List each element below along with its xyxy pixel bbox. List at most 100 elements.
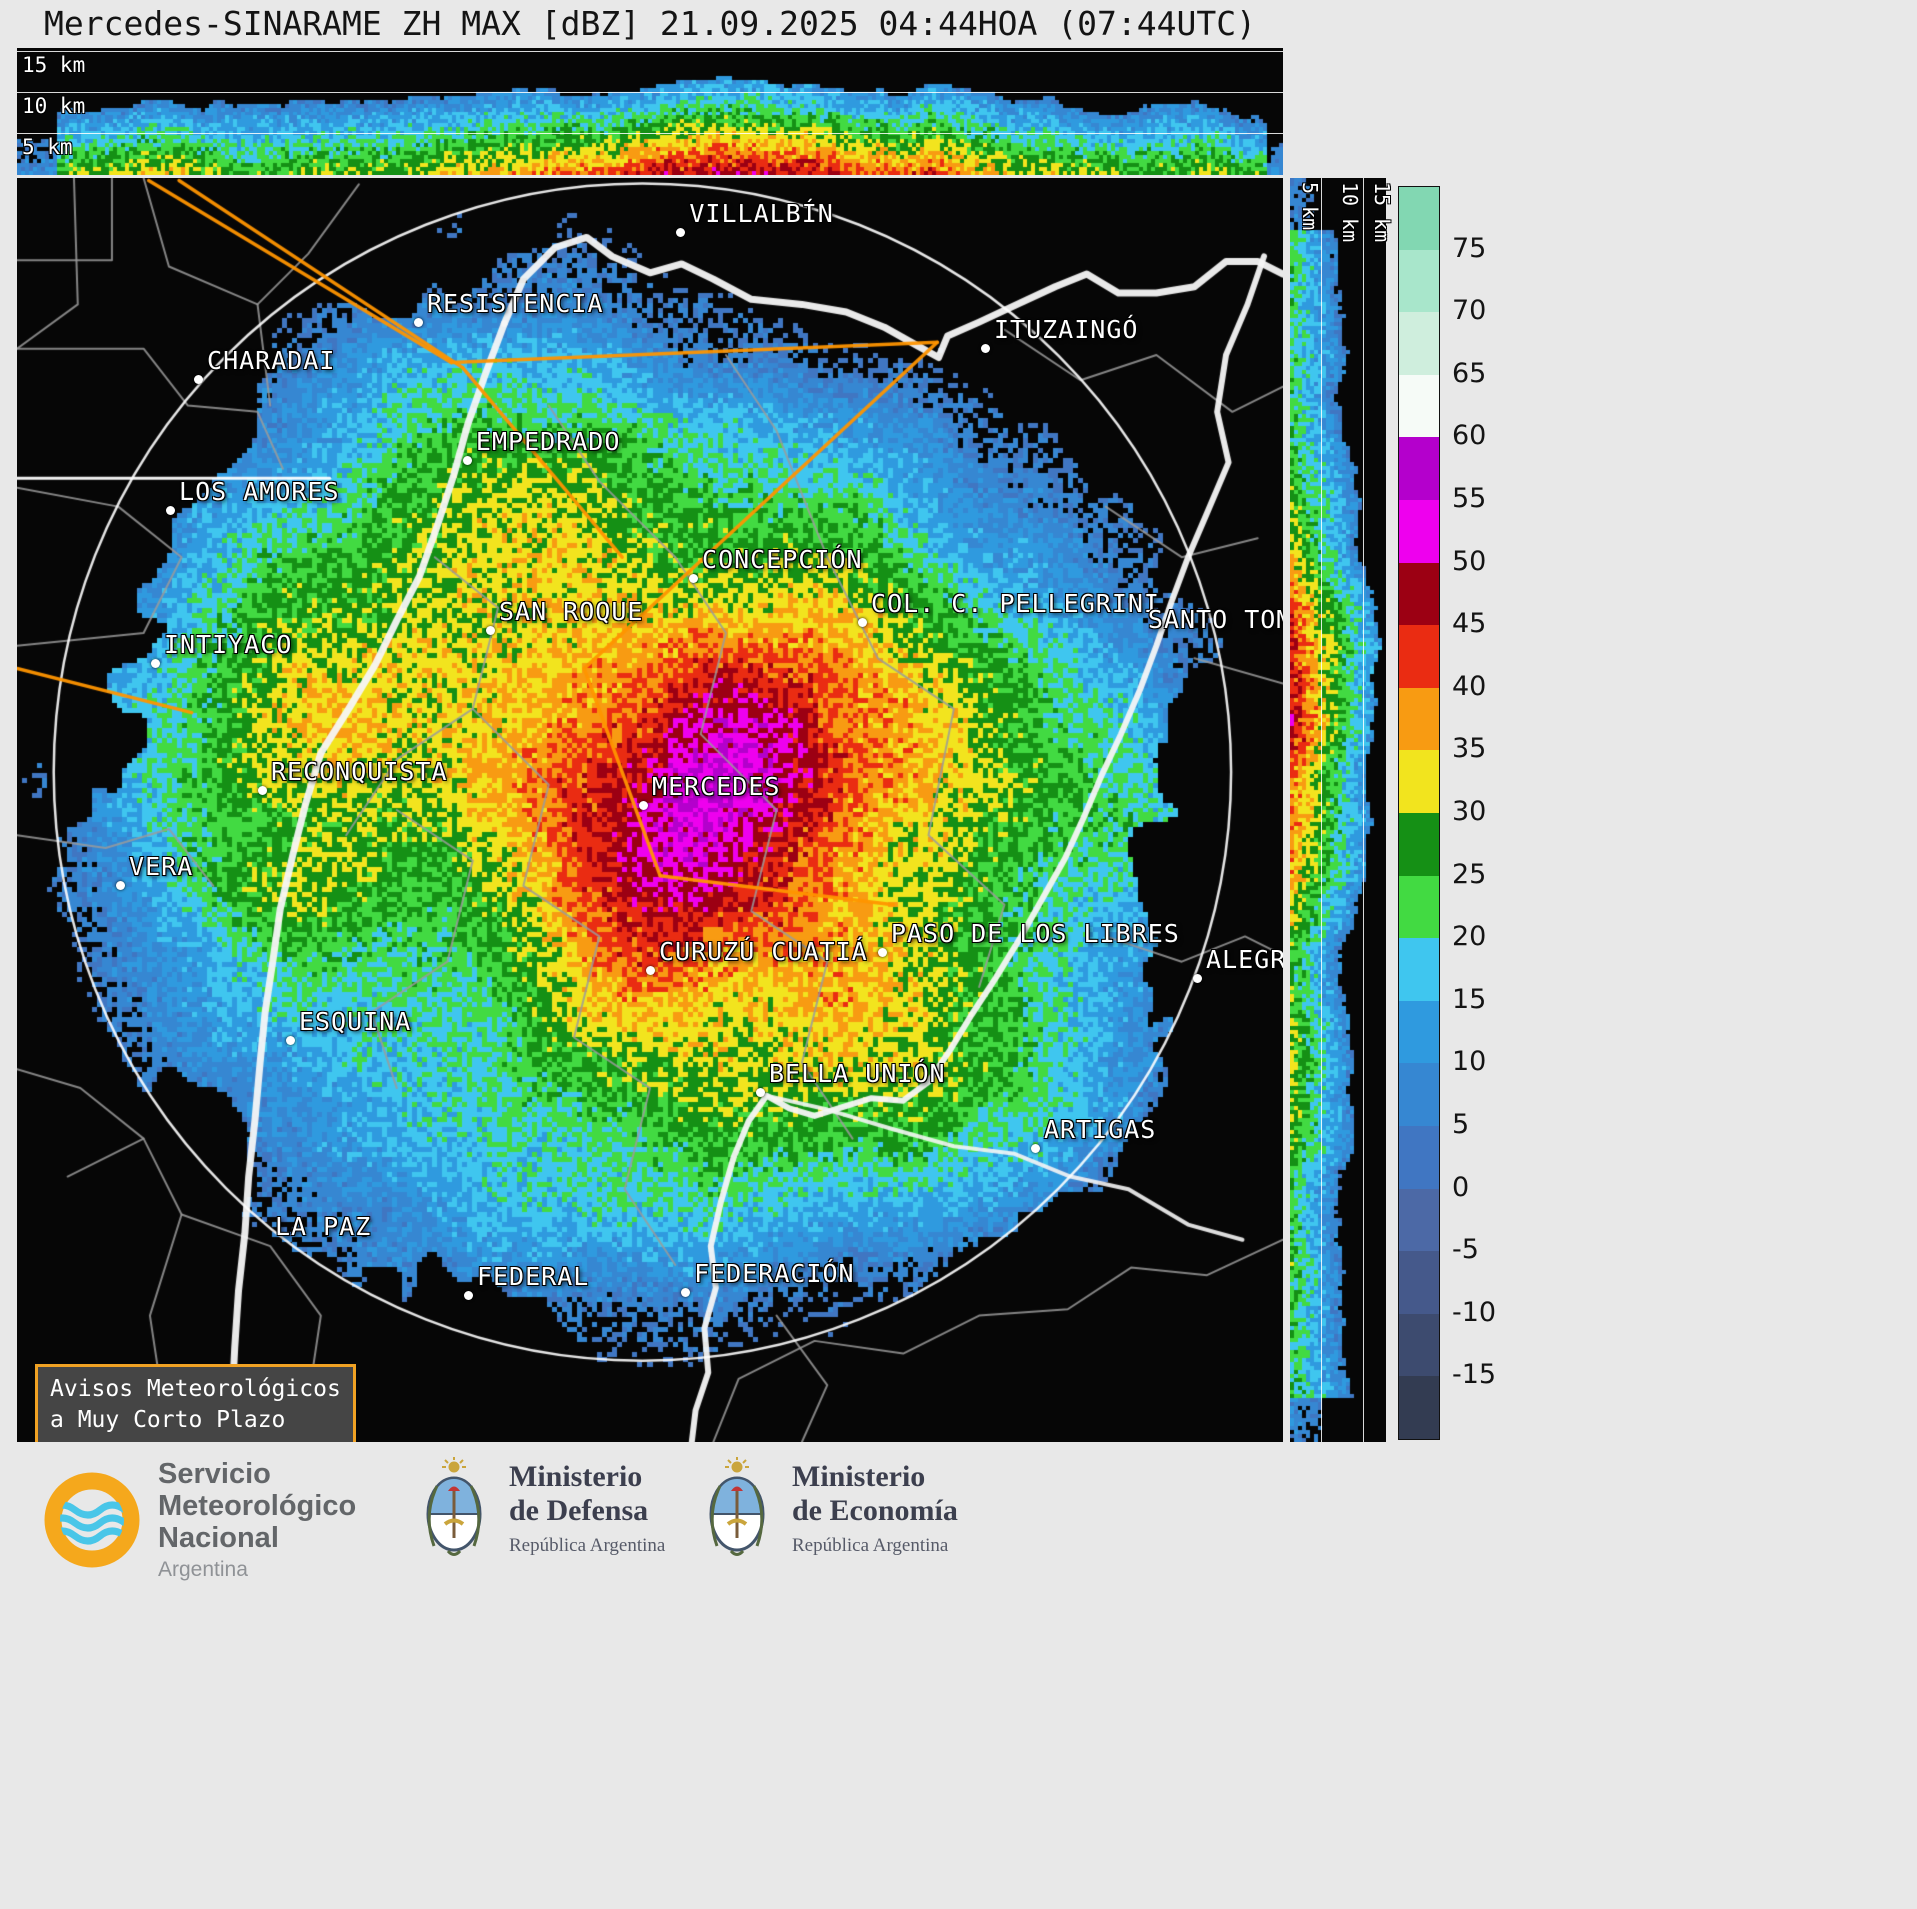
city-dot: [485, 626, 495, 635]
economia-line2: de Economía: [792, 1493, 958, 1527]
colorbar-segment: [1399, 750, 1439, 813]
radar-map-canvas: [17, 178, 1283, 1442]
economia-line1: Ministerio: [792, 1459, 926, 1493]
warning-box-line2: a Muy Corto Plazo: [50, 1407, 286, 1434]
colorbar: 75 70 65 60 55 50 45 40 35 30 25 20 15 10 5 0 -5 -10 -15: [1398, 186, 1578, 1442]
city-dot: [150, 658, 160, 668]
colorbar-segment: [1399, 938, 1439, 1001]
city-dot: [858, 618, 868, 628]
city-label: RECONQUISTA: [270, 757, 448, 787]
city-label: ESQUINA: [298, 1007, 412, 1037]
page-title: Mercedes-SINARAME ZH MAX [dBZ] 21.09.202…: [44, 4, 1256, 43]
city-label: PASO DE LOS LIBRES: [890, 918, 1180, 948]
defensa-logo-group: Ministerio de Defensa República Argentin…: [415, 1456, 665, 1560]
colorbar-tick-label: 70: [1452, 295, 1487, 327]
city-label: LOS AMORES: [179, 477, 340, 507]
colorbar-tick-label: 75: [1452, 232, 1487, 264]
colorbar-tick-label: 10: [1452, 1046, 1487, 1078]
colorbar-segment: [1399, 312, 1439, 375]
city-label: RESISTENCIA: [426, 288, 604, 318]
height-line-15km: [17, 51, 1283, 52]
colorbar-tick-label: 60: [1452, 420, 1487, 452]
city-label: CHARADAI: [207, 345, 336, 375]
height-label-5km: 5 km: [22, 135, 73, 159]
colorbar-segment: [1399, 249, 1439, 313]
colorbar-segment: [1399, 875, 1439, 939]
colorbar-tick-label: 15: [1452, 983, 1487, 1015]
city-label: INTIYACO: [163, 629, 293, 659]
city-dot: [756, 1087, 765, 1097]
colorbar-tick-label: 30: [1452, 796, 1487, 827]
colorbar-tick-label: -10: [1452, 1296, 1497, 1328]
colorbar-segment: [1399, 687, 1439, 751]
radar-map-panel: VILLALBÍN RESISTENCIA CHARADAI ITUZAINGÓ EMP…: [17, 178, 1283, 1442]
colorbar-tick-label: 40: [1452, 670, 1487, 702]
colorbar-segment: [1399, 1376, 1439, 1439]
city-dot: [639, 800, 649, 810]
top-cross-section-canvas: [17, 48, 1283, 175]
colorbar-segment: [1399, 812, 1439, 876]
economia-line3: República Argentina: [792, 1534, 949, 1556]
colorbar-tick-label: 25: [1452, 858, 1487, 890]
city-label: CURUZÚ CUATIÁ: [659, 937, 868, 967]
city-dot: [462, 455, 472, 465]
smn-text: Servicio Meteorológico Nacional Argentin…: [158, 1458, 356, 1582]
smn-line4: Argentina: [158, 1558, 248, 1581]
city-label: FEDERAL: [476, 1261, 590, 1291]
smn-line3: Nacional: [158, 1522, 279, 1554]
height-line-5km: [17, 133, 1283, 134]
city-label: FEDERACIÓN: [694, 1258, 855, 1288]
city-label: BELLA UNIÓN: [769, 1058, 946, 1088]
city-label: EMPEDRADO: [475, 426, 621, 456]
smn-logo-group: Servicio Meteorológico Nacional Argentin…: [42, 1458, 356, 1582]
colorbar-tick-label: 5: [1452, 1109, 1470, 1140]
city-dot: [463, 1290, 473, 1300]
colorbar-segment: [1399, 625, 1439, 688]
city-label: MERCEDES: [652, 771, 781, 801]
height-line-10km-v: [1363, 178, 1364, 1442]
colorbar-tick-label: 20: [1452, 921, 1487, 953]
defensa-text: Ministerio de Defensa República Argentin…: [509, 1460, 665, 1557]
colorbar-segment: [1399, 499, 1439, 563]
city-dot: [285, 1036, 295, 1046]
footer: Servicio Meteorológico Nacional Argentin…: [0, 1442, 1917, 1909]
city-dot: [166, 506, 176, 516]
colorbar-tick-label: 35: [1452, 733, 1487, 765]
city-dot: [116, 881, 126, 891]
colorbar-tick-label: 55: [1452, 483, 1487, 514]
side-label-15km: 15 km: [1370, 182, 1394, 243]
height-label-10km: 10 km: [22, 94, 86, 118]
city-dot: [980, 344, 990, 353]
city-label: ARTIGAS: [1043, 1114, 1157, 1144]
colorbar-segment: [1399, 1188, 1439, 1252]
colorbar-scale: [1398, 186, 1440, 1440]
city-label: CONCEPCIÓN: [702, 545, 863, 575]
city-dot: [257, 786, 267, 796]
side-label-5km: 5 km: [1298, 182, 1322, 231]
city-dot: [676, 227, 686, 237]
colorbar-tick-label: 50: [1452, 545, 1487, 577]
colorbar-segment: [1399, 187, 1439, 250]
city-dot: [877, 947, 887, 957]
colorbar-segment: [1399, 562, 1439, 626]
city-dot: [646, 966, 655, 976]
defensa-line1: Ministerio: [509, 1459, 643, 1493]
smn-line1: Servicio: [158, 1458, 271, 1490]
colorbar-segment: [1399, 1313, 1439, 1377]
city-label: SAN ROQUE: [498, 597, 644, 626]
city-label: ALEGR: [1206, 944, 1283, 974]
colorbar-tick-label: 0: [1452, 1171, 1470, 1203]
side-cross-section-canvas: [1290, 178, 1386, 1442]
economia-logo-group: Ministerio de Economía República Argenti…: [698, 1456, 958, 1560]
city-dot: [1030, 1143, 1040, 1153]
city-dot: [1193, 973, 1203, 983]
smn-logo: [44, 1472, 140, 1568]
colorbar-tick-label: -15: [1452, 1359, 1497, 1391]
colorbar-segment: [1399, 1063, 1439, 1126]
colorbar-segment: [1399, 1251, 1439, 1314]
city-dot: [689, 574, 699, 584]
colorbar-tick-label: 45: [1452, 608, 1487, 640]
defensa-line3: República Argentina: [509, 1534, 666, 1556]
colorbar-segment: [1399, 437, 1439, 500]
warning-box-line1: Avisos Meteorológicos: [50, 1376, 341, 1402]
